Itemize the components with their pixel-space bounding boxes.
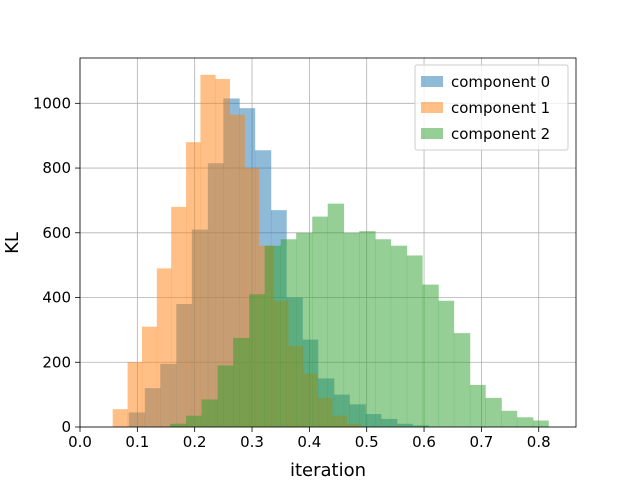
x-tick-label: 0.1 (125, 433, 149, 451)
bars (112, 74, 549, 428)
x-tick-label: 0.5 (355, 433, 379, 451)
histogram-bar (406, 255, 423, 427)
histogram-bar (127, 362, 143, 427)
legend: component 0 component 1 component 2 (414, 64, 569, 151)
histogram-bar (200, 74, 216, 428)
histogram-bar (516, 417, 534, 427)
series-2 (170, 203, 549, 427)
axes: 0.0 0.1 0.2 0.3 0.4 0.5 0.6 0.7 0.8 0 200 400 600 800… (33, 57, 577, 451)
histogram-bar (217, 365, 234, 427)
histogram-bar (359, 231, 376, 427)
histogram-bar (390, 245, 408, 427)
x-tick-label: 0.2 (183, 433, 207, 451)
x-tick-label: 0.0 (68, 433, 92, 451)
legend-label: component 0 (451, 73, 550, 91)
histogram-bar (112, 409, 128, 427)
legend-label: component 2 (451, 125, 550, 143)
x-axis-title: iteration (290, 460, 366, 480)
histogram-bar (532, 420, 549, 427)
plot-frame (79, 57, 577, 428)
histogram-bar (327, 203, 345, 427)
histogram-bar (280, 239, 297, 427)
histogram-bar (201, 399, 218, 427)
histogram-bar (249, 294, 265, 427)
histogram-bar (469, 384, 486, 427)
y-tick-label: 0 (61, 418, 71, 436)
x-tick-label: 0.7 (469, 433, 493, 451)
histogram-bar (343, 232, 360, 427)
y-tick-label: 1000 (33, 94, 71, 112)
legend-swatch (421, 128, 443, 139)
histogram-bar (170, 423, 187, 427)
histogram-bar (312, 216, 329, 427)
histogram-bar (422, 284, 439, 427)
histogram-bar (141, 326, 158, 427)
legend-swatch (421, 76, 443, 87)
histogram-bar (215, 79, 230, 427)
legend-box (414, 64, 569, 151)
histogram-bar (375, 239, 392, 427)
histogram-bar (501, 410, 518, 427)
histogram-bar (171, 206, 187, 427)
y-tick-label: 400 (42, 289, 71, 307)
histogram-bar (438, 300, 455, 427)
histogram-bar (156, 268, 172, 427)
x-tick-label: 0.6 (412, 433, 436, 451)
histogram-bar (233, 337, 250, 427)
histogram-bar (186, 142, 201, 427)
histogram-bar (264, 245, 281, 427)
x-tick-label: 0.3 (240, 433, 264, 451)
y-tick-label: 600 (42, 224, 71, 242)
histogram-bar (186, 415, 202, 427)
legend-label: component 1 (451, 99, 550, 117)
y-tick-label: 800 (42, 159, 71, 177)
y-tick-label: 200 (42, 353, 71, 371)
x-tick-label: 0.8 (527, 433, 551, 451)
x-tick-label: 0.4 (297, 433, 321, 451)
histogram-bar (485, 397, 502, 427)
y-axis-title: KL (2, 232, 23, 254)
histogram-bar (296, 232, 313, 427)
legend-swatch (421, 102, 443, 113)
histogram-bar (453, 333, 471, 427)
